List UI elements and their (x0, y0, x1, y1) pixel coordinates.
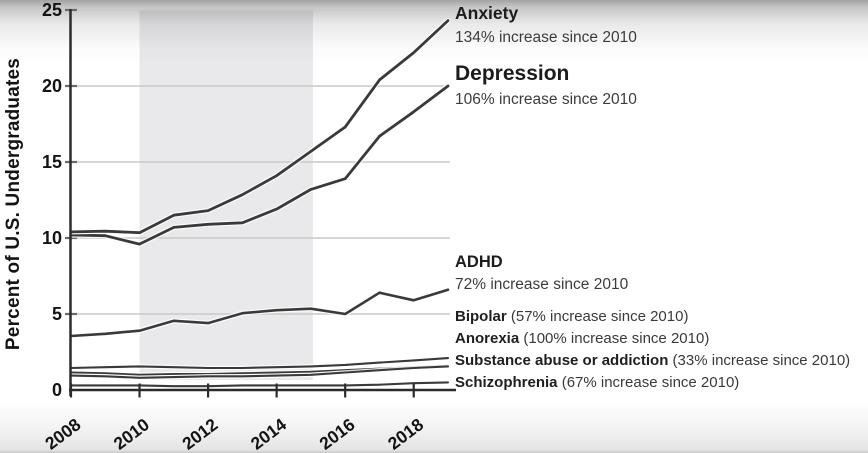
bipolar-label: Bipolar (455, 308, 507, 325)
anxiety-label: Anxiety (455, 3, 519, 23)
series-schizophrenia-line (69, 381, 450, 388)
annotation-anorexia: Anorexia (100% increase since 2010) (455, 329, 709, 348)
y-tick-label-10: 10 (42, 228, 62, 248)
annotation-schizophrenia: Schizophrenia (67% increase since 2010) (455, 373, 739, 392)
series-adhd-line (69, 288, 450, 338)
series-depression-line (69, 84, 450, 246)
schizophrenia-detail: (67% increase since 2010) (557, 374, 740, 391)
annotation-depression: Depression 106% increase since 2010 (455, 61, 637, 110)
x-tick-label-2018: 2018 (384, 414, 427, 453)
x-tick-label-2014: 2014 (247, 414, 290, 453)
annotation-anxiety: Anxiety 134% increase since 2010 (455, 2, 637, 48)
series-anxiety-line (69, 19, 450, 235)
x-tick-label-2008: 2008 (41, 414, 84, 453)
series-substance-abuse-or-addiction-line (69, 357, 450, 370)
y-tick-label-5: 5 (52, 304, 62, 324)
y-axis-title: Percent of U.S. Undergraduates (3, 57, 24, 351)
substance-abuse-detail: (33% increase since 2010) (668, 352, 851, 369)
y-tick-label-20: 20 (42, 76, 62, 96)
anorexia-label: Anorexia (455, 330, 520, 347)
depression-label: Depression (455, 62, 570, 85)
bipolar-detail: (57% increase since 2010) (506, 308, 689, 325)
y-tick-label-15: 15 (42, 152, 62, 172)
annotation-bipolar: Bipolar (57% increase since 2010) (455, 307, 688, 326)
y-tick-label-25: 25 (42, 0, 62, 20)
anorexia-detail: (100% increase since 2010) (519, 330, 710, 347)
x-tick-label-2016: 2016 (315, 414, 358, 453)
annotation-substance-abuse: Substance abuse or addiction (33% increa… (455, 351, 850, 370)
adhd-label: ADHD (455, 253, 503, 271)
adhd-sublabel: 72% increase since 2010 (455, 276, 629, 293)
x-tick-label-2010: 2010 (110, 414, 153, 453)
x-tick-label-2012: 2012 (178, 414, 221, 453)
series-anorexia-line (69, 365, 450, 379)
substance-abuse-label: Substance abuse or addiction (455, 352, 669, 369)
y-tick-label-0: 0 (52, 380, 62, 400)
anxiety-sublabel: 134% increase since 2010 (455, 29, 637, 46)
annotation-adhd: ADHD 72% increase since 2010 (455, 251, 628, 295)
depression-sublabel: 106% increase since 2010 (455, 91, 637, 108)
schizophrenia-label: Schizophrenia (455, 374, 558, 391)
